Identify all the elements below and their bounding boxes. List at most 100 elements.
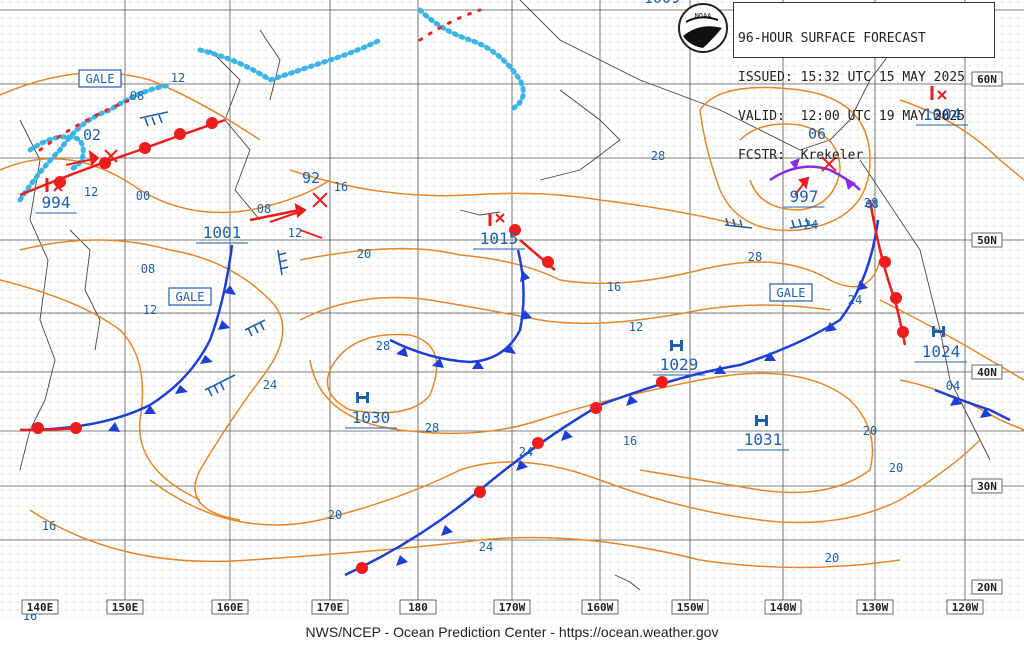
longitude-labels: 140E 150E 160E 170E 180 170W 160W 150W 140W 130W 1… xyxy=(21,599,984,615)
high-pressure-value: 1030 xyxy=(352,408,391,427)
isobar-label: 24 xyxy=(519,445,533,459)
storm-track-arrows xyxy=(45,86,947,226)
isobar-label: 00 xyxy=(136,189,150,203)
gale-label: GALE xyxy=(86,72,115,86)
isobar-label: 08 xyxy=(130,89,144,103)
isobars xyxy=(0,72,1024,569)
longitude-label-box xyxy=(764,599,802,615)
isobar-label: 28 xyxy=(376,339,390,353)
isobar-label: 24 xyxy=(263,378,277,392)
longitude-label-box xyxy=(581,599,619,615)
noaa-logo-label: NOAA xyxy=(695,12,713,20)
longitude-label: 180 xyxy=(408,601,428,614)
coastlines xyxy=(19,0,991,591)
future-center-label: 02 xyxy=(83,126,101,144)
future-center-label: 06 xyxy=(808,125,826,143)
latitude-label-box xyxy=(971,478,1003,494)
high-pressure-h-icon xyxy=(356,326,945,426)
isobar-label: 12 xyxy=(171,71,185,85)
future-center-label: 92 xyxy=(302,169,320,187)
longitude-label-box xyxy=(946,599,984,615)
latitude-label: 30N xyxy=(977,480,997,493)
longitude-label-box xyxy=(493,599,531,615)
latitude-label-box xyxy=(971,579,1003,595)
high-pressure-value: 1029 xyxy=(660,355,699,374)
isobar-labels: 12 08 00 16 12 08 12 20 24 28 28 24 20 16 20 24 28 28 24 20… xyxy=(23,71,960,623)
noaa-logo-icon: NOAA xyxy=(678,3,728,53)
latitude-label: 20N xyxy=(977,581,997,594)
longitude-label-box xyxy=(21,599,59,615)
future-center-label: 08 xyxy=(865,198,878,211)
isobar-label: 20 xyxy=(825,551,839,565)
isobar-label: 20 xyxy=(357,247,371,261)
longitude-label: 140E xyxy=(27,601,54,614)
low-pressure-value: 1015 xyxy=(480,229,519,248)
longitude-label-box xyxy=(856,599,894,615)
low-pressure-value: 997 xyxy=(790,187,819,206)
pressure-center-labels: 994 1001 1015 997 1004 1030 1029 1031 1024 xyxy=(35,105,968,451)
low-pressure-value: 994 xyxy=(42,193,71,212)
isobar-label: 20 xyxy=(889,461,903,475)
longitude-label-box xyxy=(211,599,249,615)
isobar-label: 12 xyxy=(288,226,302,240)
gale-label-box xyxy=(168,287,212,306)
gale-label: GALE xyxy=(777,286,806,300)
longitude-label: 170W xyxy=(499,601,526,614)
header-valid: VALID: 12:00 UTC 19 MAY 2025 xyxy=(738,109,965,124)
longitude-label-box xyxy=(671,599,709,615)
isobar-label: 20 xyxy=(328,508,342,522)
longitude-label: 170E xyxy=(317,601,344,614)
isobar-label: 16 xyxy=(334,180,348,194)
isobar-label: 16 xyxy=(42,519,56,533)
isobar-label: 08 xyxy=(257,202,271,216)
latitude-label-box xyxy=(971,364,1003,380)
isobar-label: 12 xyxy=(629,320,643,334)
longitude-label: 150E xyxy=(112,601,139,614)
latitude-label: 40N xyxy=(977,366,997,379)
header-issued: ISSUED: 15:32 UTC 15 MAY 2025 xyxy=(738,70,965,85)
longitude-label: 150W xyxy=(677,601,704,614)
isobar-label: 12 xyxy=(84,185,98,199)
longitude-label: 160E xyxy=(217,601,244,614)
fronts xyxy=(19,117,1011,577)
isobar-label: 16 xyxy=(623,434,637,448)
wind-barb-icon xyxy=(139,111,819,397)
isobar-label: 20 xyxy=(863,424,877,438)
isobar-label: 24 xyxy=(804,218,818,232)
isobar-label: 24 xyxy=(479,540,493,554)
longitude-label-box xyxy=(106,599,144,615)
isobar-label: 16 xyxy=(607,280,621,294)
latitude-labels: 60N 50N 40N 30N 20N xyxy=(971,71,1003,595)
isobar-label: 28 xyxy=(425,421,439,435)
misc-labels: 02 92 06 08 1009 GALE GALE GALE xyxy=(78,0,879,306)
longitude-label-box xyxy=(399,599,437,615)
longitude-label: 130W xyxy=(862,601,889,614)
future-center-label: 1009 xyxy=(644,0,680,7)
latitude-label-box xyxy=(971,71,1003,87)
latitude-label-box xyxy=(971,232,1003,248)
latitude-label: 50N xyxy=(977,234,997,247)
isobar-label: 12 xyxy=(143,303,157,317)
longitude-label: 160W xyxy=(587,601,614,614)
ice-edge xyxy=(17,7,526,203)
isobar-label: 28 xyxy=(748,250,762,264)
gale-label: GALE xyxy=(176,290,205,304)
isobar-label: 24 xyxy=(848,293,862,307)
low-pressure-value: 1001 xyxy=(203,223,242,242)
longitude-label: 140W xyxy=(770,601,797,614)
longitude-label: 120W xyxy=(952,601,979,614)
longitude-label-box xyxy=(311,599,349,615)
isobar-label: 28 xyxy=(651,149,665,163)
isobar-label: 08 xyxy=(141,262,155,276)
high-pressure-value: 1031 xyxy=(744,430,783,449)
high-pressure-value: 1024 xyxy=(922,342,961,361)
isobar-label: 28 xyxy=(864,196,878,210)
forecast-header-box: 96-HOUR SURFACE FORECAST ISSUED: 15:32 U… xyxy=(733,2,995,162)
header-title: 96-HOUR SURFACE FORECAST xyxy=(738,31,926,46)
isobar-label: 04 xyxy=(946,379,960,393)
gale-label-box xyxy=(769,283,813,302)
header-forecaster: FCSTR: Krekeler xyxy=(738,148,864,163)
latitude-label: 60N xyxy=(977,73,997,86)
low-pressure-value: 1004 xyxy=(923,105,962,124)
